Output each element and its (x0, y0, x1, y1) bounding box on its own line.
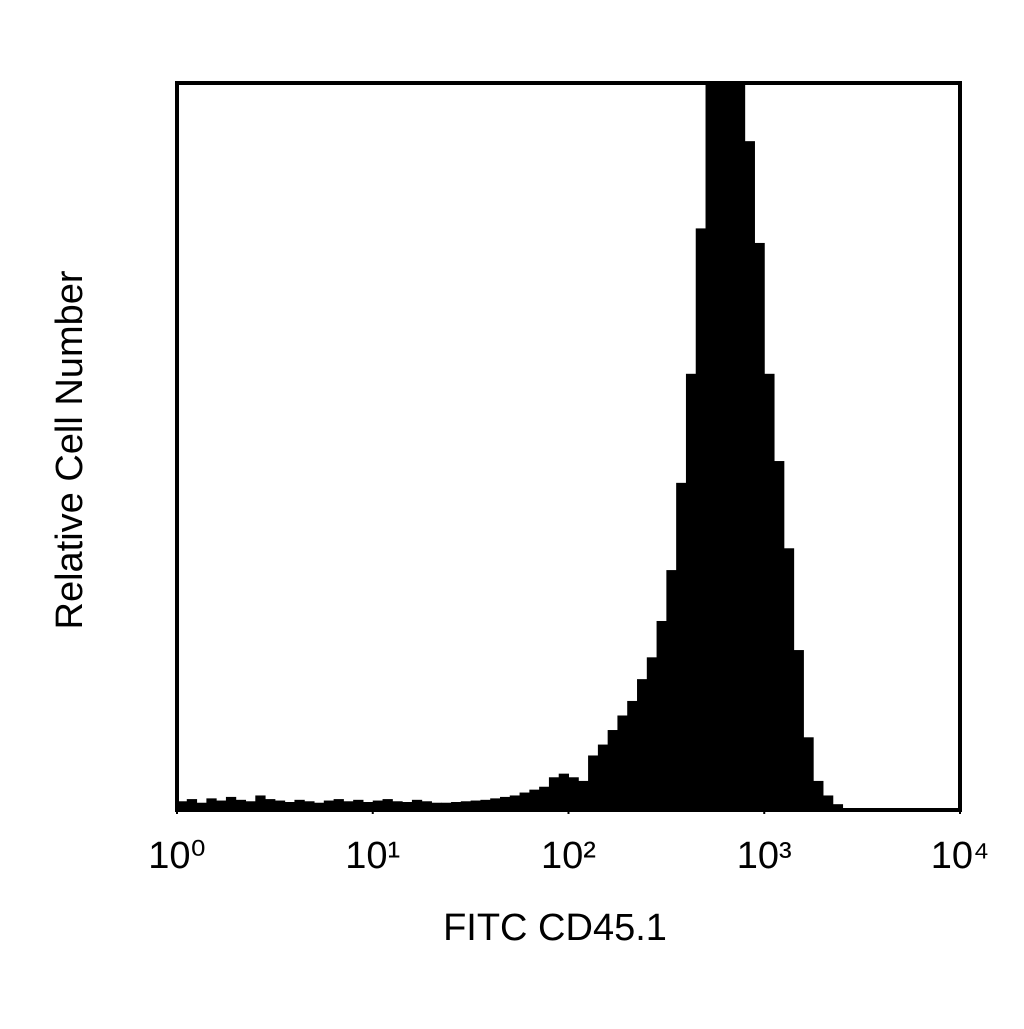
histogram-bar (196, 802, 207, 810)
histogram-bar (235, 799, 247, 810)
histogram-bar (548, 777, 560, 810)
histogram-bar (822, 795, 834, 810)
histogram-bar (705, 83, 716, 810)
histogram-bar (637, 679, 648, 810)
histogram-bar (499, 796, 511, 810)
histogram-bar (617, 715, 628, 810)
histogram-bar (392, 801, 403, 810)
histogram-bar (333, 799, 344, 810)
histogram-bar (411, 799, 423, 810)
histogram-bar (206, 798, 217, 810)
histogram-bar (421, 801, 432, 810)
histogram-bar (343, 801, 354, 810)
x-tick-label: 10³ (737, 835, 792, 877)
histogram-bar (783, 548, 795, 810)
histogram-bar (402, 802, 413, 810)
histogram-bar (509, 795, 521, 810)
histogram-bar (304, 801, 315, 810)
histogram-bar (627, 700, 638, 810)
histogram-bar (470, 800, 481, 810)
histogram-bar (725, 83, 736, 810)
histogram-bar (382, 799, 393, 810)
histogram-bar (177, 801, 188, 810)
histogram-bar (529, 789, 540, 810)
histogram-bar (813, 780, 824, 810)
histogram-bar (490, 798, 501, 810)
histogram-bar (314, 802, 325, 810)
histogram-bar (265, 799, 276, 810)
histogram-bar (764, 373, 775, 810)
histogram-bar (216, 800, 227, 810)
histogram-bar (578, 780, 589, 810)
histogram-bar (734, 83, 746, 810)
histogram-bar (793, 650, 804, 810)
histogram-bar (695, 228, 707, 810)
histogram-bar (451, 802, 462, 810)
histogram-bar (362, 802, 374, 810)
histogram-bar (656, 620, 667, 810)
histogram-bar (666, 570, 677, 810)
histogram-bar (480, 799, 491, 810)
histogram-bar (294, 799, 305, 810)
histogram-bar (754, 242, 765, 810)
histogram-bar (441, 802, 452, 810)
histogram-bar (274, 800, 286, 810)
histogram-bar (685, 373, 697, 810)
histogram-bar (519, 792, 530, 810)
histogram-bar (568, 777, 579, 810)
histogram-bar (774, 461, 785, 810)
x-tick-label: 10⁰ (148, 835, 206, 877)
histogram-bar (353, 799, 364, 810)
x-tick-label: 10⁴ (931, 835, 990, 877)
histogram-bar (255, 795, 266, 810)
histogram-bar (646, 657, 658, 810)
histogram-bar (832, 804, 844, 810)
histogram-bar (803, 737, 814, 810)
y-axis-label: Relative Cell Number (49, 270, 91, 629)
x-tick-label: 10¹ (345, 835, 400, 877)
histogram-bar (607, 730, 618, 810)
histogram-bar (245, 801, 256, 810)
histogram-bar (597, 744, 609, 810)
histogram-bar (588, 755, 599, 810)
histogram-bar (744, 141, 755, 810)
histogram-bar (558, 773, 569, 810)
plot-frame (175, 81, 962, 812)
histogram-bar (539, 786, 550, 810)
histogram-bar (323, 800, 335, 810)
histogram-bar (460, 801, 472, 810)
histogram-bar (225, 796, 237, 810)
histogram-bar (186, 799, 198, 810)
histogram-bar (715, 83, 726, 810)
histogram-bar (284, 802, 295, 810)
histogram-bar (676, 482, 687, 810)
histogram-bar (431, 802, 442, 810)
histogram-bar (372, 800, 384, 810)
x-axis-label: FITC CD45.1 (443, 907, 667, 949)
x-tick-label: 10² (541, 835, 596, 877)
